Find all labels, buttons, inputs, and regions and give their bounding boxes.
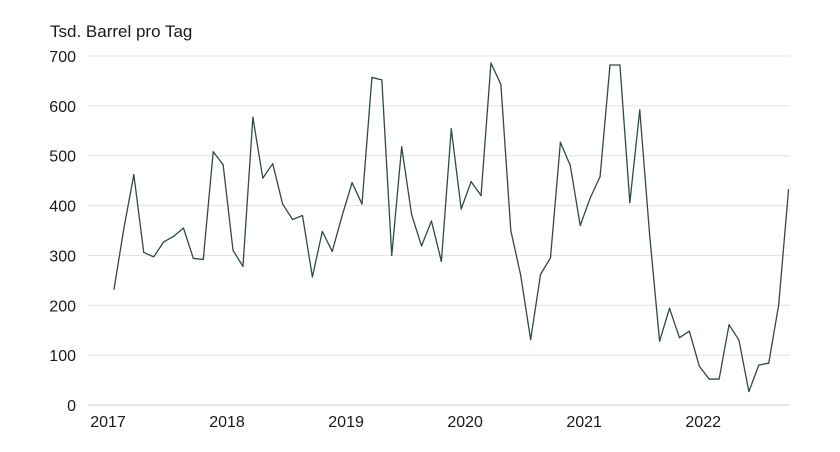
data-point: [480, 195, 482, 197]
data-point: [272, 163, 274, 165]
data-point: [639, 109, 641, 111]
y-tick-label: 300: [49, 248, 76, 265]
data-point: [579, 224, 581, 227]
data-point: [470, 181, 472, 183]
y-axis-unit-label: Tsd. Barrel pro Tag: [50, 22, 192, 41]
data-point: [222, 164, 224, 166]
x-tick-label: 2022: [685, 414, 721, 431]
data-point: [718, 378, 720, 380]
data-point: [500, 83, 502, 86]
data-point: [728, 324, 730, 326]
x-axis: 2017 2018 2019 2020 2021 2022: [90, 414, 721, 431]
data-point: [411, 213, 413, 216]
data-point: [371, 76, 373, 79]
series-group: [113, 62, 790, 393]
data-point: [172, 235, 175, 238]
y-tick-label: 100: [49, 348, 76, 365]
data-point: [708, 378, 710, 380]
data-point: [341, 214, 343, 217]
data-point: [748, 390, 750, 393]
data-point: [559, 141, 562, 143]
x-tick-label: 2017: [90, 414, 126, 431]
data-point: [232, 249, 234, 252]
data-point: [510, 229, 512, 232]
gridlines: [88, 55, 790, 406]
data-point: [212, 151, 214, 153]
data-point: [778, 304, 780, 306]
data-point: [401, 146, 403, 148]
data-point: [301, 214, 304, 217]
series-line: [113, 62, 790, 393]
data-point: [758, 364, 760, 366]
data-point: [143, 251, 145, 254]
data-point: [252, 116, 254, 118]
y-tick-label: 0: [67, 398, 76, 415]
data-point: [202, 258, 204, 261]
data-point: [460, 208, 462, 210]
data-point: [738, 339, 740, 341]
y-tick-label: 400: [49, 199, 76, 216]
data-point: [311, 276, 313, 278]
data-point: [539, 273, 542, 275]
data-point: [420, 245, 423, 247]
x-tick-label: 2018: [209, 414, 245, 431]
data-point: [688, 330, 690, 332]
data-point: [549, 257, 552, 259]
data-point: [282, 203, 284, 205]
data-point: [163, 241, 165, 243]
data-point: [668, 307, 671, 309]
data-point: [361, 203, 363, 205]
data-point: [153, 256, 155, 258]
data-point: [787, 189, 790, 191]
data-point: [450, 128, 452, 130]
data-point: [430, 220, 433, 222]
data-point: [262, 177, 264, 179]
data-point: [589, 197, 591, 199]
data-point: [242, 265, 244, 267]
data-point: [629, 201, 631, 204]
x-tick-label: 2021: [566, 414, 602, 431]
data-point: [133, 174, 135, 176]
data-point: [569, 165, 571, 167]
x-tick-label: 2019: [328, 414, 364, 431]
data-point: [768, 362, 770, 364]
data-point: [659, 340, 661, 342]
data-point: [331, 250, 333, 253]
data-point: [182, 227, 185, 229]
data-point: [698, 365, 700, 367]
y-tick-label: 500: [49, 149, 76, 166]
data-point: [609, 64, 611, 66]
y-tick-label: 200: [49, 298, 76, 315]
y-tick-label: 600: [49, 99, 76, 116]
data-point: [520, 274, 522, 276]
data-point: [649, 234, 651, 237]
data-point: [291, 218, 294, 221]
data-point: [599, 176, 601, 178]
data-point: [391, 254, 393, 257]
data-point: [490, 62, 492, 64]
y-tick-label: 700: [49, 49, 76, 66]
data-point: [440, 260, 442, 263]
data-point: [123, 227, 125, 229]
data-point: [619, 64, 621, 66]
data-point: [678, 337, 681, 339]
data-point: [192, 257, 194, 260]
data-point: [381, 79, 383, 81]
data-point: [113, 288, 115, 290]
y-axis: 0 100 200 300 400 500 600 700: [49, 49, 76, 415]
data-point: [351, 182, 353, 184]
x-tick-label: 2020: [447, 414, 483, 431]
data-point: [321, 230, 323, 233]
data-point: [530, 339, 532, 341]
